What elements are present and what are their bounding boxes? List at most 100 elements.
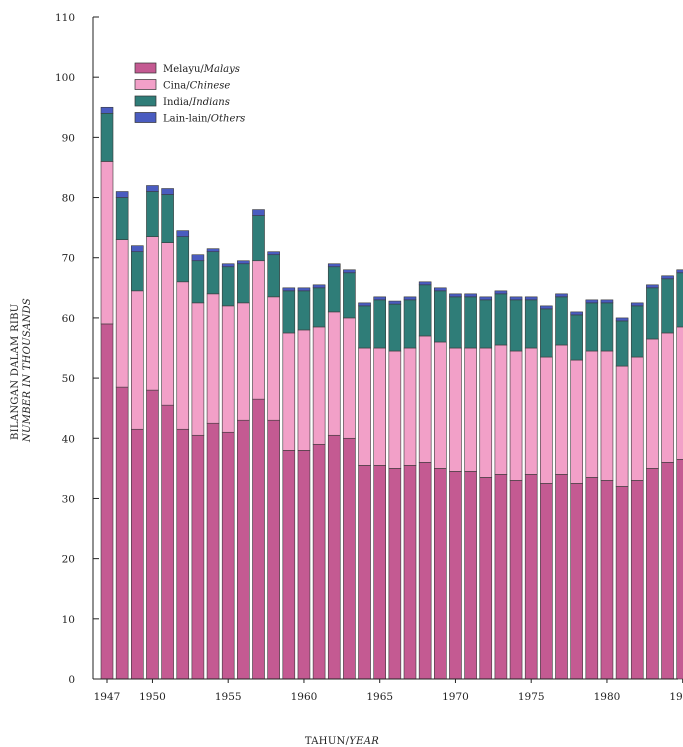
bar-group-1968 <box>418 281 432 680</box>
bar-segment-others <box>600 299 614 304</box>
bar-segment-others <box>312 284 326 289</box>
y-tick-label: 10 <box>62 614 75 626</box>
bar-segment-others <box>524 296 538 301</box>
x-tick-label: 1960 <box>291 691 318 703</box>
bar-segment-malays <box>524 474 538 680</box>
bar-group-1970 <box>449 293 462 680</box>
y-tick-label: 110 <box>55 12 75 24</box>
bar-group-1951 <box>161 188 174 680</box>
bar-group-1972 <box>479 296 493 680</box>
bar-segment-others <box>206 248 220 253</box>
bar-segment-malays <box>570 483 583 680</box>
bar-segment-malays <box>191 434 205 680</box>
bar-segment-others <box>146 185 159 192</box>
x-tick-label: 1980 <box>594 691 621 703</box>
bar-segment-chinese <box>600 350 614 481</box>
bar-segment-malays <box>464 471 477 680</box>
bar-segment-indians <box>600 302 614 352</box>
legend-swatch-chinese <box>134 79 157 90</box>
bar-segment-others <box>646 284 659 289</box>
bar-segment-chinese <box>191 302 205 436</box>
x-axis-label-main: TAHUN/ <box>305 736 350 747</box>
legend: Melayu/Malays Cina/Chinese India/Indians La… <box>134 62 245 125</box>
bar-segment-indians <box>206 251 220 295</box>
bar-segment-indians <box>343 272 356 319</box>
bar-segment-malays <box>146 389 159 680</box>
bar-segment-chinese <box>327 311 341 436</box>
bar-segment-chinese <box>464 347 477 472</box>
bar-segment-malays <box>206 422 220 680</box>
bar-group-1971 <box>464 293 477 680</box>
bar-segment-indians <box>115 197 129 240</box>
bar-segment-others <box>585 299 599 304</box>
bar-segment-indians <box>297 290 311 331</box>
bar-group-1976 <box>540 305 553 680</box>
bar-segment-chinese <box>252 260 265 400</box>
bar-segment-chinese <box>540 356 553 484</box>
bar-segment-malays <box>237 419 250 680</box>
bar-segment-others <box>373 296 387 301</box>
bars-layer <box>100 106 683 680</box>
bar-group-1973 <box>494 290 508 680</box>
legend-label-others: Lain-lain/Others <box>163 114 245 125</box>
y-tick-label: 0 <box>68 674 75 686</box>
y-tick-label: 40 <box>62 433 75 445</box>
x-tick-label: 1975 <box>518 691 545 703</box>
legend-label-main: Melayu/ <box>163 64 204 75</box>
bar-segment-indians <box>630 305 644 358</box>
bar-segment-malays <box>646 468 659 680</box>
bar-segment-others <box>540 305 553 310</box>
bar-segment-malays <box>600 480 614 680</box>
legend-label-chinese: Cina/Chinese <box>163 81 230 92</box>
bar-segment-others <box>131 245 144 253</box>
bar-segment-chinese <box>433 341 447 469</box>
legend-label-italic: Others <box>211 114 246 125</box>
legend-label-italic: Chinese <box>190 81 231 92</box>
bar-group-1954 <box>206 248 220 680</box>
bar-segment-malays <box>312 443 326 680</box>
bar-group-1979 <box>585 299 599 680</box>
bar-segment-malays <box>540 483 553 680</box>
bar-segment-others <box>630 302 644 307</box>
bar-group-1982 <box>630 302 644 680</box>
bar-segment-indians <box>191 260 205 304</box>
bar-segment-others <box>464 293 477 298</box>
bar-segment-indians <box>646 287 659 340</box>
bar-segment-indians <box>524 299 538 349</box>
bar-segment-others <box>252 209 265 216</box>
bar-segment-malays <box>100 323 114 680</box>
bar-segment-malays <box>343 437 356 680</box>
bar-segment-others <box>555 293 568 298</box>
bar-segment-indians <box>237 263 250 304</box>
bar-group-1966 <box>388 300 402 680</box>
legend-label-main: India/ <box>163 97 193 108</box>
bar-segment-chinese <box>343 317 356 439</box>
bar-segment-chinese <box>615 365 629 487</box>
bar-segment-indians <box>373 299 387 349</box>
bar-segment-malays <box>661 462 674 680</box>
bar-group-1984 <box>661 275 674 680</box>
bar-segment-chinese <box>312 326 326 445</box>
bar-group-1965 <box>373 296 387 680</box>
legend-label-malays: Melayu/Malays <box>163 64 240 75</box>
bar-segment-indians <box>540 308 553 358</box>
x-tick-label: 1970 <box>442 691 469 703</box>
bar-group-1955 <box>221 263 235 680</box>
legend-label-italic: Malays <box>203 64 240 75</box>
bar-group-1959 <box>282 287 296 680</box>
legend-label-main: Cina/ <box>163 81 190 92</box>
bar-segment-chinese <box>297 329 311 451</box>
bar-segment-chinese <box>524 347 538 475</box>
y-axis-label: BILANGAN DALAM RIBU NUMBER IN THOUSANDS <box>10 298 33 443</box>
bar-group-1950 <box>146 185 159 680</box>
bar-segment-indians <box>100 112 114 162</box>
bar-segment-indians <box>449 296 462 349</box>
legend-label-italic: Indians <box>191 97 230 108</box>
bar-group-1978 <box>570 311 583 680</box>
bar-segment-indians <box>282 290 296 334</box>
bar-group-1964 <box>358 302 371 680</box>
bar-segment-malays <box>630 480 644 680</box>
bar-segment-malays <box>176 428 190 680</box>
bar-segment-chinese <box>221 305 235 433</box>
bar-group-1977 <box>555 293 568 680</box>
